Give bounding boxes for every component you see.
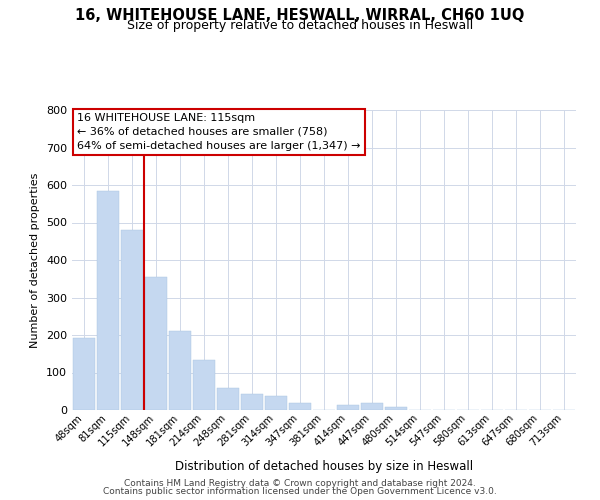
Bar	[289, 403, 311, 410]
Bar	[337, 405, 359, 410]
Text: Contains public sector information licensed under the Open Government Licence v3: Contains public sector information licen…	[103, 488, 497, 496]
Bar	[145, 277, 167, 410]
Bar	[385, 408, 407, 410]
Bar	[217, 388, 239, 410]
Bar	[73, 338, 95, 410]
Bar	[265, 396, 287, 410]
Bar	[193, 360, 215, 410]
Y-axis label: Number of detached properties: Number of detached properties	[31, 172, 40, 348]
Bar	[241, 394, 263, 410]
X-axis label: Distribution of detached houses by size in Heswall: Distribution of detached houses by size …	[175, 460, 473, 472]
Bar	[361, 403, 383, 410]
Bar	[121, 230, 143, 410]
Text: 16, WHITEHOUSE LANE, HESWALL, WIRRAL, CH60 1UQ: 16, WHITEHOUSE LANE, HESWALL, WIRRAL, CH…	[76, 8, 524, 22]
Bar	[97, 192, 119, 410]
Text: Contains HM Land Registry data © Crown copyright and database right 2024.: Contains HM Land Registry data © Crown c…	[124, 478, 476, 488]
Text: Size of property relative to detached houses in Heswall: Size of property relative to detached ho…	[127, 18, 473, 32]
Bar	[169, 330, 191, 410]
Text: 16 WHITEHOUSE LANE: 115sqm
← 36% of detached houses are smaller (758)
64% of sem: 16 WHITEHOUSE LANE: 115sqm ← 36% of deta…	[77, 113, 361, 151]
